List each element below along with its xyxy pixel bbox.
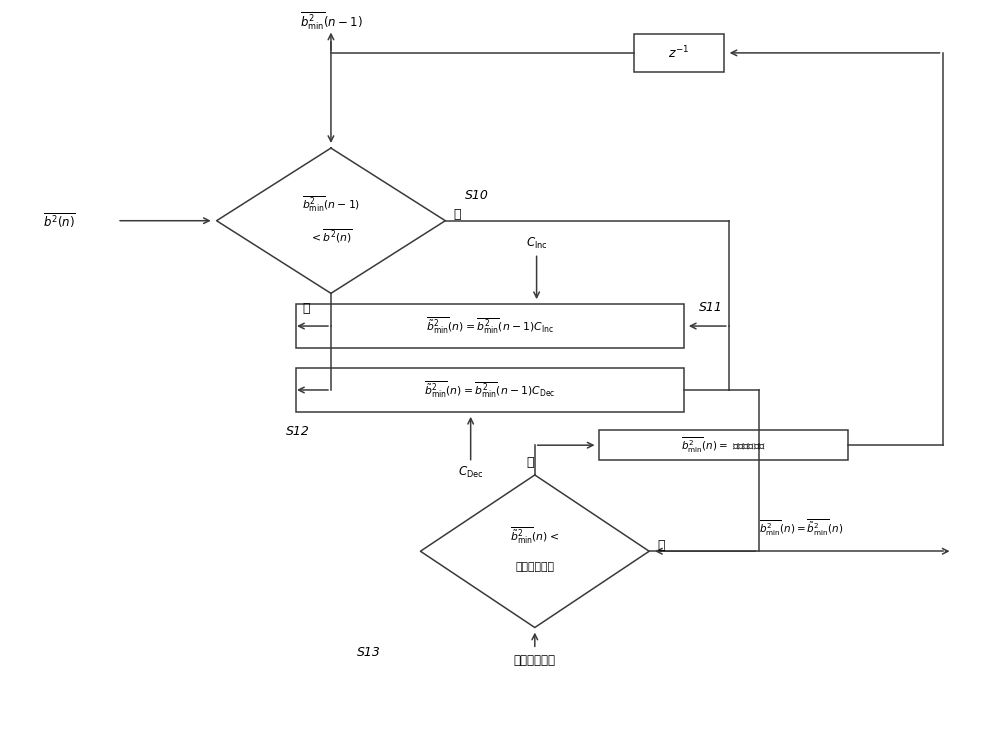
Bar (634, 34, 724, 72)
Bar (599, 430, 848, 460)
Text: S13: S13 (357, 646, 381, 659)
Text: $C_{\mathrm{Inc}}$: $C_{\mathrm{Inc}}$ (526, 236, 548, 251)
Text: 最小噪声电平: 最小噪声电平 (515, 562, 554, 572)
Text: 否: 否 (302, 302, 310, 315)
Text: $\overline{\tilde{b}_{\mathrm{min}}^{2}}(n) <$: $\overline{\tilde{b}_{\mathrm{min}}^{2}}… (510, 525, 559, 545)
Text: 最小噪声电平: 最小噪声电平 (514, 654, 556, 668)
Text: 是: 是 (453, 209, 461, 221)
Text: S12: S12 (286, 425, 310, 438)
Text: $\overline{b_{\mathrm{min}}^{2}}(n) = \overline{\tilde{b}_{\mathrm{min}}^{2}}(n): $\overline{b_{\mathrm{min}}^{2}}(n) = \o… (759, 518, 843, 538)
Text: $z^{-1}$: $z^{-1}$ (668, 45, 690, 61)
Text: $\overline{b_{\mathrm{min}}^{2}}(n-1)$: $\overline{b_{\mathrm{min}}^{2}}(n-1)$ (300, 10, 362, 31)
Text: $\overline{b^{2}(n)}$: $\overline{b^{2}(n)}$ (43, 212, 75, 230)
Text: 是: 是 (526, 456, 534, 469)
Bar (296, 305, 684, 348)
Text: $\overline{b_{\mathrm{min}}^{2}}(n-1)$: $\overline{b_{\mathrm{min}}^{2}}(n-1)$ (302, 195, 360, 214)
Text: S10: S10 (465, 189, 489, 202)
Text: $\overline{\tilde{b}_{\mathrm{min}}^{2}}(n) = \overline{b_{\mathrm{min}}^{2}}(n-: $\overline{\tilde{b}_{\mathrm{min}}^{2}}… (424, 380, 556, 400)
Text: S11: S11 (699, 301, 723, 313)
Text: $\overline{\tilde{b}_{\mathrm{min}}^{2}}(n) = \overline{b_{\mathrm{min}}^{2}}(n-: $\overline{\tilde{b}_{\mathrm{min}}^{2}}… (426, 315, 554, 337)
Text: $\overline{b_{\mathrm{min}}^{2}}(n) = $ 最小噪声电平: $\overline{b_{\mathrm{min}}^{2}}(n) = $ … (681, 436, 766, 455)
Text: $< \overline{b^{2}(n)}$: $< \overline{b^{2}(n)}$ (309, 228, 353, 245)
Text: 否: 否 (657, 539, 665, 552)
Text: $C_{\mathrm{Dec}}$: $C_{\mathrm{Dec}}$ (458, 465, 483, 480)
Bar (296, 368, 684, 412)
